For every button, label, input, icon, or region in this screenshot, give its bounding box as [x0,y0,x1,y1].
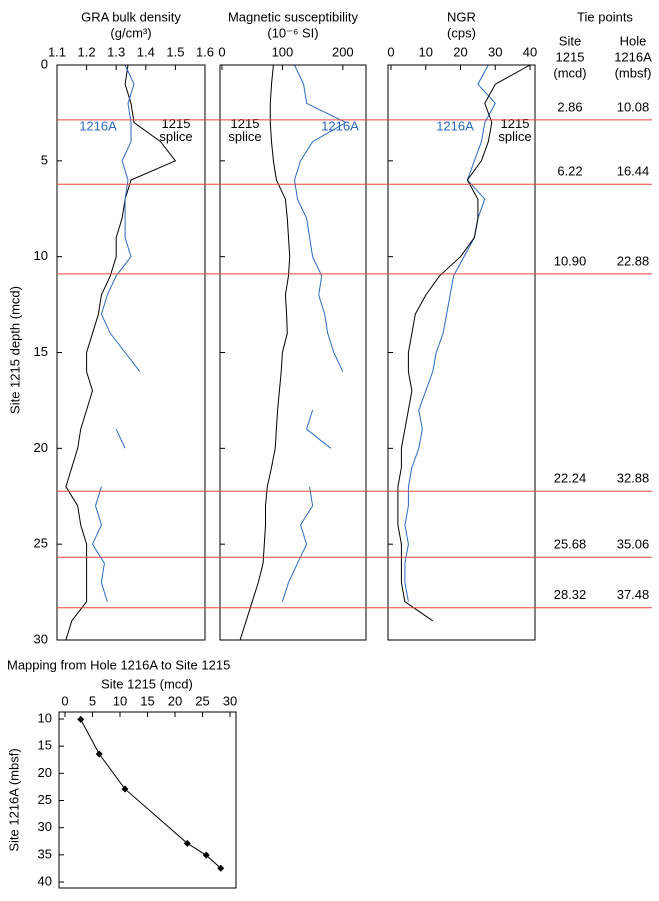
x-tick-label: 1.3 [107,44,125,59]
tie-point [202,851,210,859]
tie-point [95,750,103,758]
mapping-line [80,719,222,869]
panel-frame [219,64,367,641]
tie-point [121,785,129,793]
log-line [239,64,291,641]
x-tick-label: 20 [168,693,182,708]
y-tick-label: 5 [41,152,48,167]
x-tick-label: 10 [419,44,433,59]
panel-frame [56,64,206,641]
log-line [65,64,177,641]
y-tick-label: 30 [38,819,52,834]
series-label: 1215 splice [228,116,261,144]
tie-value: 6.22 [557,164,582,179]
tie-value: 35.06 [617,537,650,552]
tie-point [217,864,225,872]
column-header: 1215 [556,49,585,64]
tie-value: 10.08 [617,99,650,114]
tie-point [183,839,191,847]
x-axis-label: Site 1215 (mcd) [101,676,193,691]
panel-title: Magnetic susceptibility [228,9,359,24]
x-tick-label: 100 [272,44,294,59]
y-tick-label: 25 [34,536,48,551]
tie-value: 16.44 [617,164,650,179]
column-header: Hole [620,33,647,48]
y-tick-label: 0 [41,56,48,71]
x-tick-label: 0 [387,44,394,59]
y-tick-label: 10 [38,710,52,725]
x-tick-label: 30 [488,44,502,59]
log-line [404,64,496,602]
log-line [397,64,531,622]
x-tick-label: 30 [223,693,237,708]
chart-frame [58,711,237,889]
series-label: 1216A [79,118,117,133]
y-tick-label: 10 [34,248,48,263]
y-axis-label: Site 1215 depth (mcd) [7,286,22,414]
y-tick-label: 35 [38,846,52,861]
column-header: 1216A [614,49,652,64]
x-tick-label: 200 [332,44,354,59]
series-label: 1216A [436,118,474,133]
tie-value: 25.68 [554,537,587,552]
x-tick-label: 1.4 [137,44,155,59]
y-tick-label: 20 [34,440,48,455]
y-tick-label: 40 [38,873,52,888]
table-title: Tie points [577,9,633,24]
x-tick-label: 5 [89,693,96,708]
chart-title: Mapping from Hole 1216A to Site 1215 [7,657,230,672]
series-label: 1216A [321,118,359,133]
panel-subtitle: (g/cm³) [110,25,151,40]
x-tick-label: 10 [113,693,127,708]
x-tick-label: 40 [523,44,537,59]
column-header: (mcd) [553,65,586,80]
tie-value: 28.32 [554,587,587,602]
x-tick-label: 15 [140,693,154,708]
panel-frame [387,64,536,641]
tie-point [77,715,85,723]
panel-subtitle: (10⁻⁶ SI) [267,25,318,40]
y-tick-label: 30 [34,631,48,646]
tie-value: 22.88 [617,253,650,268]
y-tick-label: 20 [38,765,52,780]
y-tick-label: 15 [34,344,48,359]
tie-value: 22.24 [554,471,587,486]
log-line [91,64,141,602]
x-tick-label: 1.2 [78,44,96,59]
series-label: 1215 splice [498,116,531,144]
column-header: Site [559,33,581,48]
panel-title: GRA bulk density [81,9,181,24]
x-tick-label: 0 [61,693,68,708]
x-tick-label: 25 [195,693,209,708]
series-label: 1215 splice [159,116,192,144]
y-axis-label: Site 1216A (mbsf) [6,748,21,851]
tie-value: 37.48 [617,587,650,602]
tie-value: 32.88 [617,471,650,486]
tie-value: 2.86 [557,99,582,114]
log-line [281,64,347,602]
y-tick-label: 15 [38,738,52,753]
x-tick-label: 1.6 [196,44,214,59]
x-tick-label: 1.5 [166,44,184,59]
x-tick-label: 1.1 [48,44,66,59]
y-tick-label: 25 [38,792,52,807]
panel-subtitle: (cps) [447,25,476,40]
column-header: (mbsf) [615,65,652,80]
tie-value: 10.90 [554,253,587,268]
x-tick-label: 0 [218,44,225,59]
x-tick-label: 20 [453,44,467,59]
panel-title: NGR [447,9,476,24]
